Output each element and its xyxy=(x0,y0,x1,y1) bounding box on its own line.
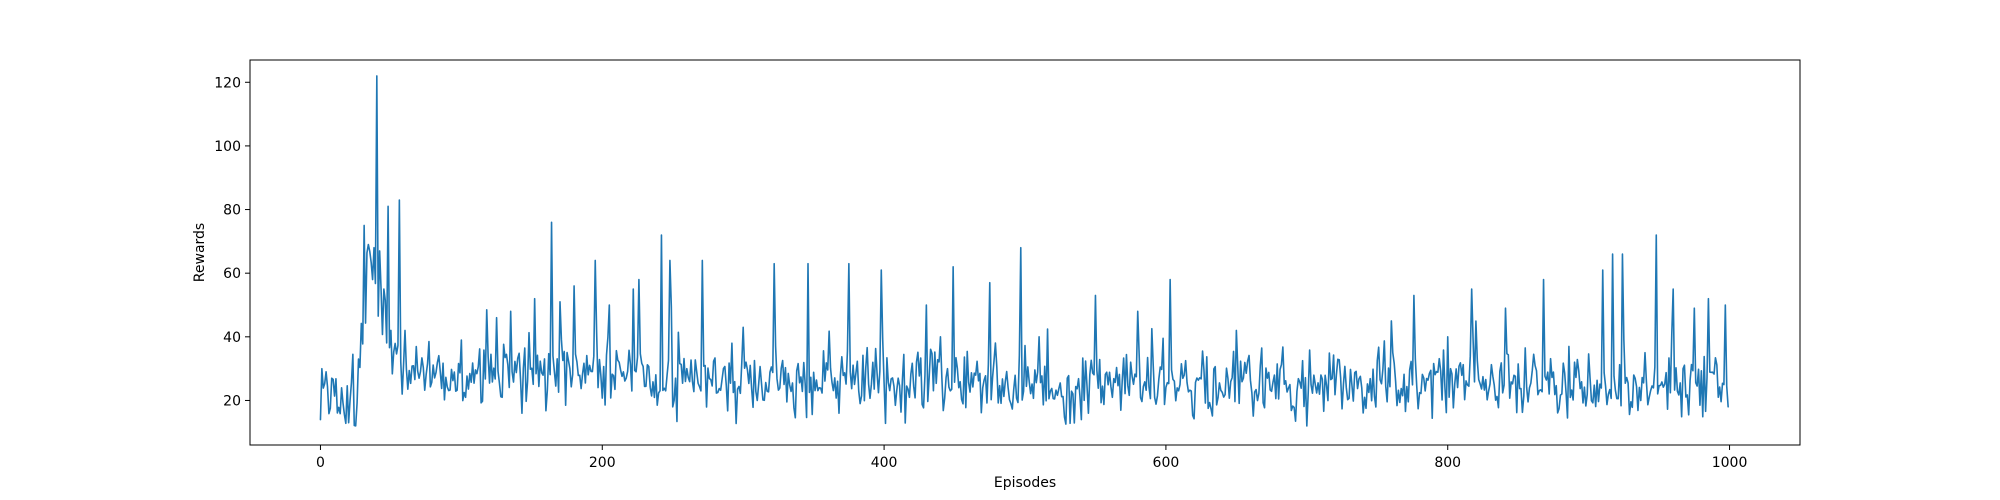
x-tick-label: 0 xyxy=(316,455,325,471)
y-tick-label: 80 xyxy=(223,203,241,219)
y-tick-label: 120 xyxy=(214,75,241,91)
plot-frame xyxy=(249,59,1801,446)
series-layer xyxy=(319,75,1729,427)
x-tick-label: 200 xyxy=(589,455,616,471)
x-tick-label: 400 xyxy=(871,455,898,471)
x-axis: 0 200 400 600 800 1000 xyxy=(316,445,1747,471)
x-tick-label: 1000 xyxy=(1712,455,1748,471)
y-axis-label: Rewards xyxy=(192,223,208,282)
y-tick-label: 60 xyxy=(223,266,241,282)
x-tick-label: 600 xyxy=(1153,455,1180,471)
x-axis-label: Episodes xyxy=(994,475,1056,491)
x-tick-label: 800 xyxy=(1434,455,1461,471)
y-tick-label: 40 xyxy=(223,330,241,346)
y-tick-label: 20 xyxy=(223,393,241,409)
series-line xyxy=(319,75,1729,427)
y-tick-label: 100 xyxy=(214,139,241,155)
y-axis: 20 40 60 80 100 120 xyxy=(214,75,250,409)
